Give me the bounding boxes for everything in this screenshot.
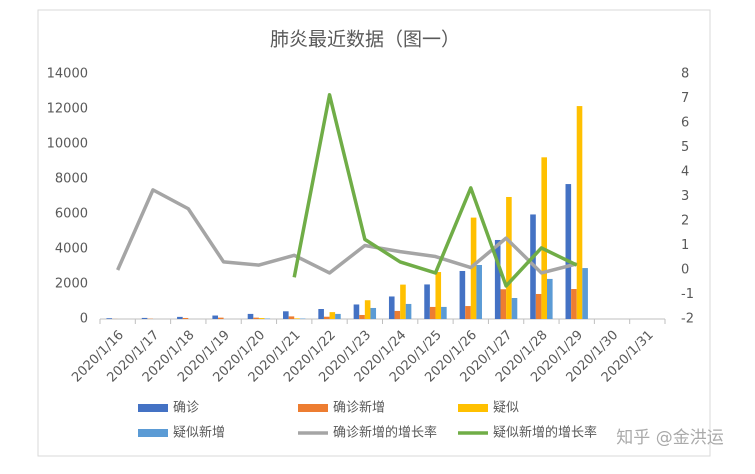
bar [506, 197, 512, 319]
bar [389, 296, 395, 319]
y-tick-label: 6000 [55, 207, 88, 222]
y2-tick-label: 0 [681, 263, 689, 278]
bar [142, 318, 148, 319]
y-tick-label: 12000 [47, 102, 88, 117]
legend-swatch [138, 429, 168, 437]
bar [512, 298, 518, 319]
bar [424, 284, 430, 319]
y2-tick-label: -1 [681, 287, 694, 302]
legend-label: 疑似新增的增长率 [493, 425, 597, 441]
bar [465, 306, 471, 319]
legend-label: 确诊新增 [333, 400, 385, 416]
bar [370, 308, 376, 319]
legend-label: 疑似新增 [173, 425, 225, 441]
y-tick-label: 14000 [47, 67, 88, 82]
y-tick-label: 0 [80, 312, 88, 327]
bar [318, 309, 324, 319]
legend-swatch [138, 404, 168, 412]
y-tick-label: 10000 [47, 137, 88, 152]
bar [500, 289, 506, 319]
chart-title: 肺炎最近数据（图一） [270, 29, 460, 51]
legend-label: 确诊 [173, 401, 199, 416]
y2-tick-label: 5 [681, 140, 689, 155]
bar [476, 265, 482, 319]
bar [177, 317, 183, 319]
bar [541, 157, 547, 319]
bar [253, 318, 259, 319]
bar [359, 315, 365, 319]
bar [547, 279, 553, 319]
y2-tick-label: -2 [681, 312, 694, 327]
bar [577, 106, 583, 319]
bar [435, 272, 441, 319]
bar [460, 271, 466, 319]
bar [566, 184, 572, 319]
bar [495, 240, 501, 319]
legend-label: 确诊新增的增长率 [333, 425, 437, 441]
bar [259, 318, 265, 319]
bar [218, 318, 224, 319]
bar [324, 317, 330, 319]
bar [365, 300, 371, 319]
y-tick-label: 4000 [55, 242, 88, 257]
bar [406, 304, 412, 319]
bar [582, 268, 588, 319]
watermark: 知乎 @金洪运 [616, 428, 723, 448]
bar [248, 314, 254, 319]
chart-frame [38, 10, 710, 456]
y-tick-label: 8000 [55, 172, 88, 187]
legend-swatch [298, 404, 328, 412]
bar [212, 316, 218, 319]
legend-swatch [458, 404, 488, 412]
y2-tick-label: 7 [681, 91, 689, 106]
bar [430, 307, 436, 319]
y2-tick-label: 4 [681, 165, 689, 180]
y2-tick-label: 8 [681, 67, 689, 82]
bar [330, 312, 336, 319]
bar [289, 316, 295, 319]
y2-tick-label: 3 [681, 189, 689, 204]
y2-tick-label: 6 [681, 116, 689, 131]
bar [354, 304, 360, 319]
y2-tick-label: 2 [681, 214, 689, 229]
bar [395, 311, 401, 319]
bar [400, 285, 406, 319]
bar [571, 289, 577, 319]
legend-label: 疑似 [493, 400, 519, 416]
bar [536, 294, 542, 319]
bar [335, 314, 341, 319]
bar [183, 318, 189, 319]
bar [283, 311, 289, 319]
y-tick-label: 2000 [55, 277, 88, 292]
bar [294, 318, 300, 319]
y2-tick-label: 1 [681, 238, 689, 253]
bar [441, 307, 447, 319]
bar [106, 318, 112, 319]
